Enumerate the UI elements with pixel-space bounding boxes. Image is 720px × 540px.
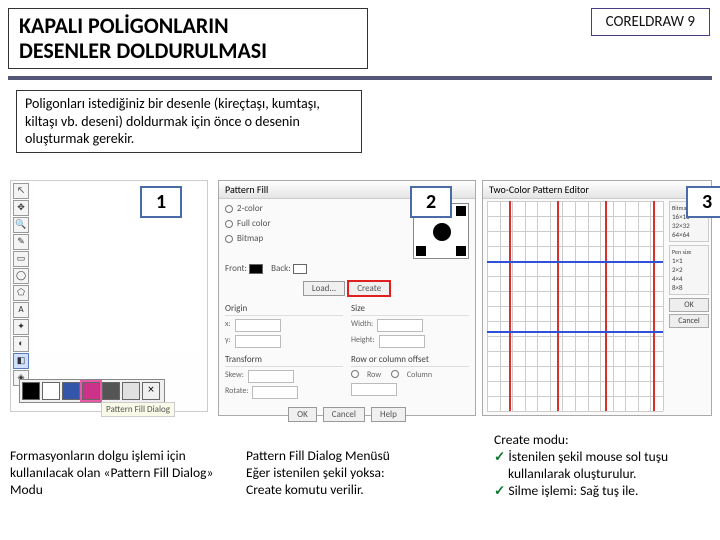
title-line2: DESENLER DOLDURULMASI bbox=[19, 37, 267, 64]
editor-grid[interactable] bbox=[487, 201, 663, 411]
tool-icon[interactable]: 🔍 bbox=[13, 217, 29, 233]
load-button[interactable]: Load... bbox=[303, 281, 345, 296]
origin-section: Origin bbox=[225, 303, 343, 316]
front-label: Front: bbox=[225, 263, 247, 274]
radio-bitmap[interactable]: Bitmap bbox=[225, 233, 413, 244]
radio-icon bbox=[225, 205, 233, 213]
pattern-editor-dialog: Two-Color Pattern Editor Bitmap size 16×… bbox=[482, 180, 712, 416]
title-box: KAPALI POLİGONLARIN DESENLER DOLDURULMAS… bbox=[8, 8, 368, 69]
tool-icon[interactable]: ▭ bbox=[13, 251, 29, 267]
page-title: KAPALI POLİGONLARIN DESENLER DOLDURULMAS… bbox=[19, 13, 357, 64]
origin-y[interactable] bbox=[235, 335, 281, 348]
radio-2color[interactable]: 2-color bbox=[225, 203, 413, 214]
tool-icon[interactable]: A bbox=[13, 302, 29, 318]
tool-icon[interactable]: ⬠ bbox=[13, 285, 29, 301]
tool-icon[interactable]: ✥ bbox=[13, 200, 29, 216]
width-field[interactable] bbox=[377, 319, 423, 332]
caption-1: Formasyonların dolgu işlemi için kullanı… bbox=[10, 448, 220, 499]
check-icon: ✓ bbox=[494, 448, 505, 465]
ok-button[interactable]: OK bbox=[288, 407, 317, 422]
check-icon: ✓ bbox=[494, 482, 505, 499]
panel-number-3: 3 bbox=[686, 186, 720, 218]
flyout-tooltip: Pattern Fill Dialog bbox=[101, 402, 175, 417]
tool-icon[interactable]: ↖ bbox=[13, 183, 29, 199]
rotate-field[interactable] bbox=[252, 386, 298, 399]
tool-icon[interactable]: ◐ bbox=[13, 336, 29, 352]
back-label: Back: bbox=[271, 263, 291, 274]
pen-1[interactable]: 1×1 bbox=[672, 256, 706, 265]
size-section: Size bbox=[351, 303, 469, 316]
pen-2[interactable]: 2×2 bbox=[672, 265, 706, 274]
offset-section: Row or column offset bbox=[351, 354, 469, 367]
help-button[interactable]: Help bbox=[371, 407, 406, 422]
bmp-32[interactable]: 32×32 bbox=[672, 221, 706, 230]
offset-field[interactable] bbox=[351, 383, 397, 396]
fill-swatch[interactable] bbox=[22, 382, 40, 400]
fill-swatch[interactable] bbox=[102, 382, 120, 400]
editor-title: Two-Color Pattern Editor bbox=[483, 181, 711, 199]
no-fill-icon[interactable]: × bbox=[142, 382, 160, 400]
radio-fullcolor[interactable]: Full color bbox=[225, 218, 413, 229]
dialog-body: 2-color Full color Bitmap Front: Back: L… bbox=[219, 199, 475, 426]
tool-icon[interactable]: ◧ bbox=[13, 353, 29, 369]
fill-swatch[interactable] bbox=[42, 382, 60, 400]
back-swatch[interactable] bbox=[293, 264, 307, 274]
transform-section: Transform bbox=[225, 354, 343, 367]
pen-size-group: Pen size 1×1 2×2 4×4 8×8 bbox=[669, 245, 709, 295]
caption-2: Pattern Fill Dialog Menüsü Eğer istenile… bbox=[246, 448, 456, 499]
panel-number-2: 2 bbox=[410, 186, 452, 218]
pen-8[interactable]: 8×8 bbox=[672, 283, 706, 292]
tool-icon[interactable]: ✎ bbox=[13, 234, 29, 250]
title-underline bbox=[8, 76, 712, 80]
radio-icon bbox=[225, 220, 233, 228]
tool-icon[interactable]: ✦ bbox=[13, 319, 29, 335]
editor-cancel-button[interactable]: Cancel bbox=[669, 314, 709, 328]
skew-field[interactable] bbox=[248, 370, 294, 383]
caption-3: Create modu: ✓ İstenilen şekil mouse sol… bbox=[494, 432, 712, 500]
fill-swatch[interactable] bbox=[82, 382, 100, 400]
fill-flyout: × bbox=[19, 379, 165, 403]
intro-text: Poligonları istediğiniz bir desenle (kir… bbox=[16, 90, 362, 153]
app-badge: CORELDRAW 9 bbox=[591, 8, 710, 36]
fill-swatch[interactable] bbox=[122, 382, 140, 400]
pen-4[interactable]: 4×4 bbox=[672, 274, 706, 283]
front-swatch[interactable] bbox=[249, 264, 263, 274]
radio-icon bbox=[391, 370, 399, 378]
tool-icon[interactable]: ◯ bbox=[13, 268, 29, 284]
origin-x[interactable] bbox=[235, 319, 281, 332]
bmp-64[interactable]: 64×64 bbox=[672, 230, 706, 239]
fill-swatch[interactable] bbox=[62, 382, 80, 400]
create-button[interactable]: Create bbox=[347, 280, 391, 297]
panel-number-1: 1 bbox=[140, 186, 182, 218]
height-field[interactable] bbox=[379, 335, 425, 348]
editor-ok-button[interactable]: OK bbox=[669, 298, 709, 312]
cancel-button[interactable]: Cancel bbox=[323, 407, 365, 422]
radio-icon bbox=[351, 370, 359, 378]
radio-icon bbox=[225, 235, 233, 243]
vertical-toolbar: ↖✥🔍✎▭◯⬠A✦◐◧◈ bbox=[13, 183, 31, 387]
title-line1: KAPALI POLİGONLARIN bbox=[19, 12, 229, 39]
